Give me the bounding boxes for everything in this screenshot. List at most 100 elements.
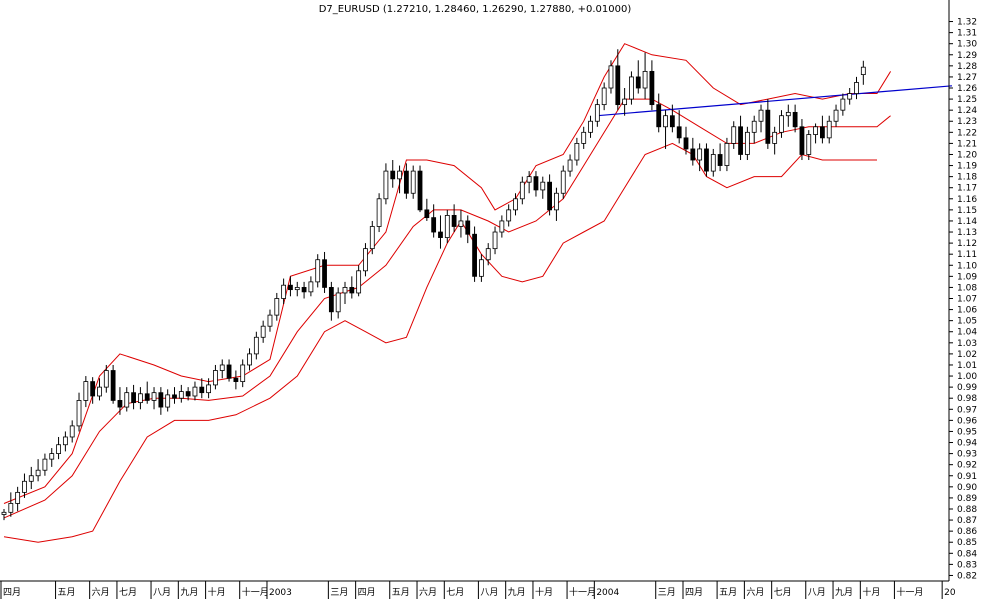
candle bbox=[683, 126, 689, 155]
candle bbox=[328, 281, 334, 321]
candle bbox=[424, 198, 430, 221]
candle-body bbox=[717, 154, 723, 166]
candle-body bbox=[547, 181, 552, 211]
candle bbox=[629, 71, 634, 105]
y-tick-label: 1.32 bbox=[957, 18, 977, 28]
candle bbox=[785, 104, 791, 127]
candle-body bbox=[738, 126, 743, 155]
y-tick-label: 1.07 bbox=[957, 295, 977, 305]
candle bbox=[233, 370, 239, 390]
candle bbox=[465, 215, 471, 244]
candle bbox=[526, 171, 532, 194]
candle bbox=[192, 381, 198, 401]
y-tick-label: 1.11 bbox=[957, 250, 977, 260]
candle bbox=[281, 278, 287, 305]
candle-body bbox=[294, 287, 300, 291]
candle-body bbox=[519, 181, 525, 200]
candle bbox=[363, 243, 368, 277]
candle-body bbox=[192, 386, 198, 397]
candle-body bbox=[110, 370, 116, 401]
y-tick-label: 1.31 bbox=[957, 29, 977, 39]
y-tick-label: 1.29 bbox=[957, 51, 977, 61]
candle bbox=[124, 387, 130, 412]
candle bbox=[315, 254, 321, 288]
candle bbox=[137, 387, 143, 410]
candle-body bbox=[785, 111, 791, 117]
y-tick-label: 0.89 bbox=[957, 494, 977, 504]
y-tick-label: 0.98 bbox=[957, 394, 977, 404]
candle-body bbox=[390, 170, 396, 180]
candle bbox=[506, 204, 512, 227]
candle bbox=[451, 204, 457, 233]
candle-body bbox=[833, 109, 839, 122]
y-tick-label: 1.18 bbox=[957, 173, 977, 183]
y-tick-label: 1.00 bbox=[957, 372, 977, 382]
candle bbox=[840, 93, 846, 116]
candle bbox=[554, 187, 559, 221]
candle bbox=[240, 359, 246, 388]
candle-body bbox=[813, 126, 818, 135]
y-tick-label: 0.97 bbox=[957, 405, 977, 415]
x-tick-label: 三月 bbox=[658, 587, 676, 598]
candle bbox=[83, 376, 89, 408]
candle-body bbox=[779, 115, 784, 133]
candle bbox=[758, 104, 764, 133]
candle-body bbox=[485, 248, 491, 261]
candle-body bbox=[383, 170, 389, 200]
candle bbox=[403, 163, 409, 199]
candle bbox=[438, 215, 443, 249]
candle-body bbox=[465, 220, 471, 235]
candle-body bbox=[792, 111, 798, 128]
candle-body bbox=[124, 392, 130, 408]
candle-body bbox=[178, 391, 184, 399]
candle-body bbox=[144, 393, 150, 401]
y-tick-label: 1.12 bbox=[957, 239, 977, 249]
candle bbox=[799, 119, 805, 161]
y-tick-label: 0.91 bbox=[957, 472, 977, 482]
candle-body bbox=[799, 126, 805, 155]
candle bbox=[308, 276, 314, 297]
candle bbox=[172, 387, 177, 404]
candle-body bbox=[97, 386, 102, 397]
y-tick-label: 0.85 bbox=[957, 538, 977, 548]
x-axis: 四月 五月 六月 七月 八月 九月 十月 十一月 2003 三月 四月 五月 六月 七月 八月 九月 十月 十一月… bbox=[0, 580, 956, 599]
candle-body bbox=[438, 231, 443, 238]
x-tick-label: 五月 bbox=[392, 587, 410, 598]
candle-body bbox=[478, 259, 484, 277]
candle-body bbox=[860, 66, 866, 76]
candle bbox=[260, 320, 266, 343]
candle bbox=[76, 392, 82, 432]
candle bbox=[288, 276, 293, 297]
y-tick-label: 1.08 bbox=[957, 283, 977, 293]
x-tick-label: 六月 bbox=[746, 586, 764, 598]
candle bbox=[42, 453, 48, 476]
x-tick-label: 2003 bbox=[269, 588, 292, 598]
y-tick-label: 1.27 bbox=[957, 73, 977, 83]
y-tick-label: 1.05 bbox=[957, 317, 977, 327]
candle-body bbox=[247, 353, 252, 366]
candle-body bbox=[526, 176, 532, 183]
y-tick-label: 0.88 bbox=[957, 505, 977, 515]
y-tick-label: 0.96 bbox=[957, 416, 977, 426]
candle-body bbox=[424, 209, 430, 219]
candle bbox=[97, 378, 102, 401]
candle bbox=[724, 137, 730, 172]
candle bbox=[417, 165, 423, 213]
x-tick-label: 九月 bbox=[180, 587, 198, 598]
x-tick-label: 十一月 bbox=[242, 586, 269, 598]
x-tick-label: 八月 bbox=[153, 587, 171, 598]
candle-body bbox=[42, 458, 48, 471]
y-tick-label: 0.95 bbox=[957, 427, 977, 437]
y-tick-label: 1.16 bbox=[957, 195, 977, 205]
candle-body bbox=[540, 181, 546, 191]
candle bbox=[117, 387, 123, 415]
candle-body bbox=[165, 394, 171, 408]
y-tick-label: 1.17 bbox=[957, 184, 977, 194]
candle bbox=[131, 384, 136, 410]
candle bbox=[704, 143, 709, 177]
candle-body bbox=[642, 70, 648, 89]
x-tick-label: 五月 bbox=[58, 587, 76, 598]
candle-body bbox=[199, 386, 205, 394]
candle bbox=[397, 165, 402, 194]
